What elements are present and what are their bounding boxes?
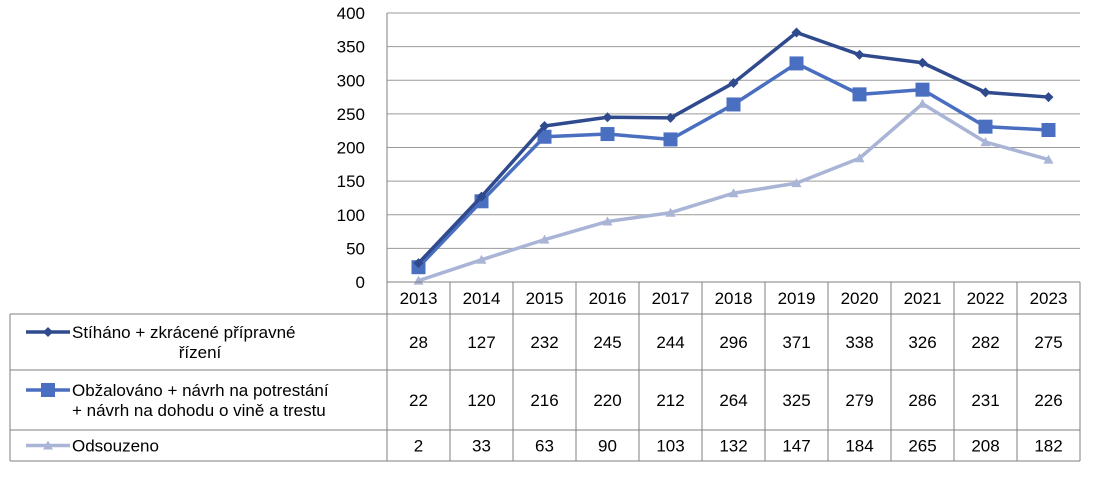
data-label: 103 [656, 437, 684, 456]
diamond-marker [43, 327, 53, 337]
data-label: 2 [414, 437, 423, 456]
x-tick-label: 2013 [400, 289, 438, 308]
data-label: 245 [593, 333, 621, 352]
data-label: 90 [598, 437, 617, 456]
triangle-marker [917, 98, 928, 108]
triangle-marker [728, 188, 739, 198]
diamond-marker [413, 258, 424, 269]
y-tick-label: 400 [337, 4, 365, 23]
x-tick-label: 2016 [589, 289, 627, 308]
y-tick-label: 50 [346, 239, 365, 258]
triangle-marker [476, 254, 487, 264]
data-label: 22 [409, 391, 428, 410]
data-label: 264 [719, 391, 747, 410]
diamond-marker [917, 57, 928, 68]
data-label: 244 [656, 333, 684, 352]
data-label: 147 [782, 437, 810, 456]
x-tick-label: 2022 [967, 289, 1005, 308]
diamond-marker [728, 77, 739, 88]
x-tick-label: 2019 [778, 289, 816, 308]
diamond-marker [602, 112, 613, 123]
x-tick-label: 2017 [652, 289, 690, 308]
data-label: 325 [782, 391, 810, 410]
diamond-marker [539, 120, 550, 131]
triangle-marker [854, 153, 865, 163]
square-marker [663, 132, 678, 147]
data-label: 371 [782, 333, 810, 352]
data-label: 63 [535, 437, 554, 456]
data-label: 212 [656, 391, 684, 410]
legend-label: + návrh na dohodu o vině a trestu [72, 401, 326, 420]
triangle-marker [43, 440, 53, 450]
x-tick-label: 2014 [463, 289, 501, 308]
diamond-marker [791, 27, 802, 38]
data-label: 120 [467, 391, 495, 410]
data-label: 182 [1034, 437, 1062, 456]
data-label: 216 [530, 391, 558, 410]
x-tick-label: 2018 [715, 289, 753, 308]
y-tick-label: 350 [337, 38, 365, 57]
y-tick-label: 0 [356, 273, 365, 292]
data-label: 232 [530, 333, 558, 352]
data-label: 184 [845, 437, 873, 456]
triangle-marker [539, 234, 550, 244]
data-label: 279 [845, 391, 873, 410]
legend-label: Obžalováno + návrh na potrestání [72, 381, 329, 400]
square-marker [978, 119, 993, 134]
square-marker [789, 56, 804, 71]
triangle-marker [1043, 154, 1054, 164]
legend-label: řízení [179, 343, 222, 362]
data-label: 33 [472, 437, 491, 456]
legend-label: Odsouzeno [72, 437, 159, 456]
series-line [417, 61, 1049, 269]
legend-label: Stíháno + zkrácené přípravné [72, 323, 296, 342]
data-label: 226 [1034, 391, 1062, 410]
triangle-marker [665, 207, 676, 217]
y-tick-label: 150 [337, 172, 365, 191]
triangle-marker [980, 137, 991, 147]
data-label: 265 [908, 437, 936, 456]
diamond-marker [1043, 92, 1054, 103]
square-marker [726, 97, 741, 112]
y-tick-label: 200 [337, 139, 365, 158]
data-label: 231 [971, 391, 999, 410]
x-tick-label: 2023 [1030, 289, 1068, 308]
y-tick-label: 100 [337, 206, 365, 225]
data-label: 220 [593, 391, 621, 410]
y-tick-label: 250 [337, 105, 365, 124]
data-label: 127 [467, 333, 495, 352]
square-marker [600, 127, 615, 142]
x-tick-label: 2021 [904, 289, 942, 308]
y-tick-label: 300 [337, 71, 365, 90]
data-label: 275 [1034, 333, 1062, 352]
diamond-marker [476, 191, 487, 202]
diamond-marker [980, 87, 991, 98]
triangle-marker [602, 216, 613, 226]
data-label: 208 [971, 437, 999, 456]
square-marker [41, 383, 55, 397]
data-label: 338 [845, 333, 873, 352]
x-tick-label: 2020 [841, 289, 879, 308]
data-label: 286 [908, 391, 936, 410]
square-marker [537, 129, 552, 144]
diamond-marker [665, 112, 676, 123]
square-marker [1041, 123, 1056, 138]
triangle-marker [791, 178, 802, 188]
diamond-marker [854, 49, 865, 60]
data-label: 282 [971, 333, 999, 352]
data-label: 132 [719, 437, 747, 456]
data-label: 326 [908, 333, 936, 352]
x-tick-label: 2015 [526, 289, 564, 308]
square-marker [852, 87, 867, 102]
square-marker [915, 82, 930, 97]
data-label: 28 [409, 333, 428, 352]
data-label: 296 [719, 333, 747, 352]
